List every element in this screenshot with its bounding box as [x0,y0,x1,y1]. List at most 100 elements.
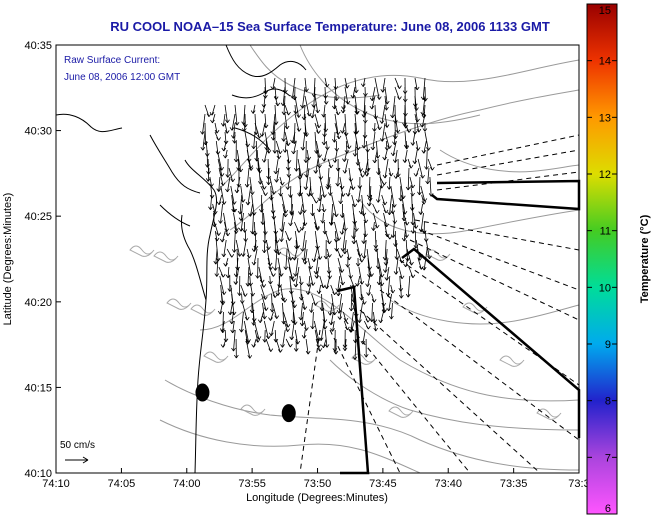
current-vector-head [251,344,256,348]
current-vector [334,122,340,140]
current-vector [354,95,358,115]
current-vector-head [300,104,305,109]
current-vector-head [372,159,378,164]
current-vector [405,239,408,262]
current-vector [314,122,319,134]
current-vector-head [229,127,235,131]
plot-area [55,44,581,475]
current-vector-head [379,138,385,142]
current-vector [354,113,358,134]
current-vector [310,302,313,313]
current-vector-head [360,83,366,87]
current-vector-head [316,290,322,294]
current-vector-head [286,174,292,178]
current-vector [390,302,393,320]
current-vector-head [258,181,263,185]
bathymetry-contour [129,245,155,257]
current-vector [373,311,376,323]
current-vector [299,176,302,196]
current-vector [303,329,306,339]
current-vector-head [266,246,271,250]
current-vector [299,185,302,197]
current-vector-head [248,272,254,276]
current-vector [287,176,291,190]
current-vector [244,131,249,147]
current-vector-head [366,202,372,207]
current-vector-head [251,145,256,150]
current-vector-head [302,260,308,265]
current-vector [305,167,310,190]
x-tick-label: 73:40 [434,478,462,490]
current-vector-head [405,186,411,191]
current-vector [237,158,240,171]
current-vector-head [327,311,333,316]
current-vector [272,113,276,135]
current-vector-head [266,335,271,339]
current-vector [373,221,375,231]
current-vector-head [261,284,267,288]
current-vector-head [351,240,357,245]
current-vector [374,122,376,132]
bathymetry-contour [536,408,562,420]
current-vector-head [291,150,296,155]
current-vector [384,113,388,128]
current-vector [306,149,310,161]
current-vector-head [284,125,290,130]
current-vector [344,149,348,162]
current-vector-head [297,193,302,197]
current-vector [294,230,299,249]
current-vector-head [289,336,295,340]
current-vector [368,176,371,198]
current-vector [294,104,297,114]
current-vector [222,113,226,127]
current-vector [349,176,354,190]
current-vector [384,131,390,149]
current-vector-head [288,343,293,348]
current-vector [378,266,383,286]
current-vector [417,158,424,179]
current-vector-head [244,316,250,321]
y-tick-label: 40:10 [24,468,52,480]
current-vector-head [410,184,416,189]
current-vector-head [339,269,345,273]
current-vector-head [340,130,345,134]
current-vector-head [369,97,375,101]
current-vector [231,113,236,131]
current-vector-head [357,319,362,323]
current-vector [313,86,316,108]
current-vector [253,131,256,149]
current-vector-head [330,328,335,332]
colorbar-tick-label: 6 [605,503,611,515]
current-vector [252,212,254,235]
current-vector [303,239,307,261]
current-vector [364,221,366,237]
current-vector [384,158,389,179]
x-tick-label: 73:3 [568,478,589,490]
current-vector-head [220,273,226,278]
current-vector-head [268,348,274,352]
current-vector-head [268,317,273,321]
current-vector [306,158,309,178]
current-vector [414,95,417,111]
current-vector-head [420,174,425,179]
current-vector [337,257,343,273]
current-vector-head [234,354,239,359]
current-vector-head [275,102,281,107]
current-vector-head [340,109,346,114]
current-vector [207,167,210,182]
beam-line [436,149,580,176]
current-vector [284,113,288,130]
current-vector-head [413,173,419,177]
current-vector [350,320,355,333]
current-vector-head [332,291,337,296]
current-vector-head [260,110,265,114]
current-vector [374,77,380,100]
current-vector [278,266,280,288]
current-vector [383,212,388,227]
current-vector [358,266,363,285]
current-vector [342,104,346,114]
current-vector-head [332,139,337,143]
current-vector-head [327,240,332,245]
current-vector-head [324,285,330,289]
current-vector [235,257,239,277]
